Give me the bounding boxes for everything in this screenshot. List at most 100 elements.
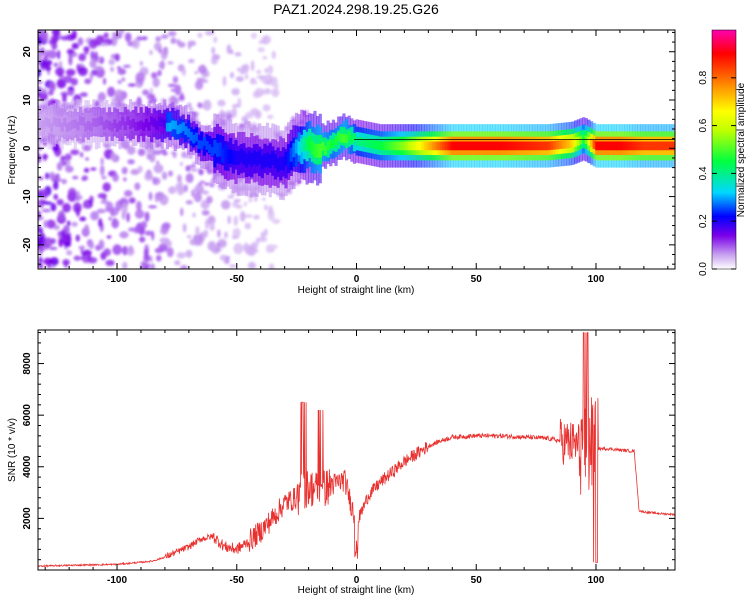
noise-blob	[258, 40, 266, 44]
noise-blob	[152, 77, 160, 88]
ridge-cell	[474, 141, 478, 151]
x-tick-label: 0	[354, 274, 360, 285]
colorbar-tick-label: 0.2	[698, 214, 709, 228]
noise-blob	[65, 165, 74, 173]
noise-blob	[244, 214, 253, 218]
ridge-cell	[142, 122, 146, 132]
noise-blob	[121, 203, 128, 214]
ridge-cell	[97, 116, 101, 126]
noise-blob	[147, 100, 153, 105]
ridge-cell	[152, 118, 156, 128]
ridge-cell	[658, 141, 662, 151]
ridge-cell	[655, 141, 660, 151]
ridge-cell	[381, 141, 386, 151]
ridge-cell	[126, 116, 130, 126]
ridge-cell	[168, 112, 172, 132]
ridge-cell	[168, 122, 172, 132]
ridge-cell	[645, 141, 649, 151]
noise-blob	[105, 201, 114, 212]
ridge-cell	[458, 141, 462, 151]
ridge-cell	[400, 141, 404, 151]
snr-plot-area	[38, 332, 675, 569]
noise-blob	[60, 35, 71, 41]
noise-blob	[217, 229, 221, 238]
ridge-cell	[352, 133, 357, 142]
ridge-cell	[582, 134, 586, 144]
noise-blob	[121, 77, 126, 82]
noise-blob	[64, 241, 72, 248]
noise-blob	[45, 172, 50, 180]
x-tick-label: 50	[471, 575, 483, 586]
noise-blob	[73, 255, 81, 261]
noise-blob	[245, 74, 249, 80]
noise-blob	[148, 191, 153, 201]
ridge-cell	[453, 141, 457, 151]
noise-blob	[267, 114, 274, 119]
noise-blob	[160, 48, 168, 60]
noise-blob	[108, 217, 112, 221]
noise-blob	[170, 95, 177, 103]
y-tick-label: -20	[22, 237, 33, 252]
ridge-cell	[592, 140, 596, 149]
ridge-cell	[102, 121, 106, 130]
ridge-cell	[516, 141, 520, 151]
ridge-cell	[89, 112, 93, 131]
noise-blob	[89, 59, 97, 69]
ridge-cell	[279, 156, 283, 171]
noise-blob	[265, 244, 274, 254]
ridge-cell	[316, 143, 320, 158]
noise-blob	[254, 88, 265, 97]
noise-blob	[135, 72, 146, 84]
ridge-cell	[342, 134, 346, 143]
noise-blob	[63, 225, 70, 234]
ridge-cell	[405, 141, 409, 151]
ridge-cell	[92, 118, 96, 127]
ridge-cell	[371, 139, 375, 149]
noise-blob	[78, 53, 87, 62]
noise-blob	[85, 157, 89, 161]
ridge-cell	[384, 141, 388, 151]
noise-blob	[49, 257, 59, 266]
ridge-cell	[568, 139, 573, 149]
ridge-cell	[539, 141, 544, 151]
ridge-cell	[287, 152, 291, 167]
ridge-cell	[629, 141, 633, 151]
noise-blob	[188, 106, 194, 113]
noise-blob	[51, 42, 58, 50]
noise-blob	[130, 169, 140, 176]
noise-blob	[227, 195, 235, 199]
ridge-cell	[561, 140, 565, 149]
ridge-cell	[605, 141, 609, 151]
ridge-cell	[508, 141, 512, 151]
ridge-cell	[500, 141, 504, 151]
noise-blob	[199, 180, 206, 184]
noise-blob	[102, 77, 107, 85]
ridge-cell	[387, 141, 391, 151]
noise-blob	[122, 261, 128, 269]
noise-blob	[174, 84, 182, 96]
noise-blob	[234, 52, 242, 57]
x-tick-label: 50	[471, 274, 483, 285]
ridge-cell	[52, 116, 56, 126]
colorbar-ticks: 0.0 0.2 0.4 0.6 0.8	[698, 70, 736, 276]
noise-blob	[163, 222, 171, 230]
noise-blob	[46, 219, 56, 229]
ridge-cell	[44, 117, 48, 137]
top-y-axis-label: Frequency (Hz)	[7, 116, 18, 185]
noise-blob	[189, 238, 197, 246]
noise-blob	[123, 190, 133, 197]
noise-blob	[200, 64, 205, 71]
noise-blob	[48, 39, 53, 45]
ridge-cell	[244, 153, 249, 168]
ridge-cell	[128, 120, 133, 129]
ridge-cell	[239, 148, 243, 163]
noise-blob	[170, 37, 177, 44]
noise-blob	[50, 203, 57, 212]
noise-blob	[146, 152, 151, 159]
ridge-cell	[434, 141, 438, 151]
noise-blob	[198, 169, 204, 176]
noise-blob	[200, 79, 209, 83]
noise-blob	[56, 199, 64, 206]
noise-blob	[56, 78, 67, 89]
